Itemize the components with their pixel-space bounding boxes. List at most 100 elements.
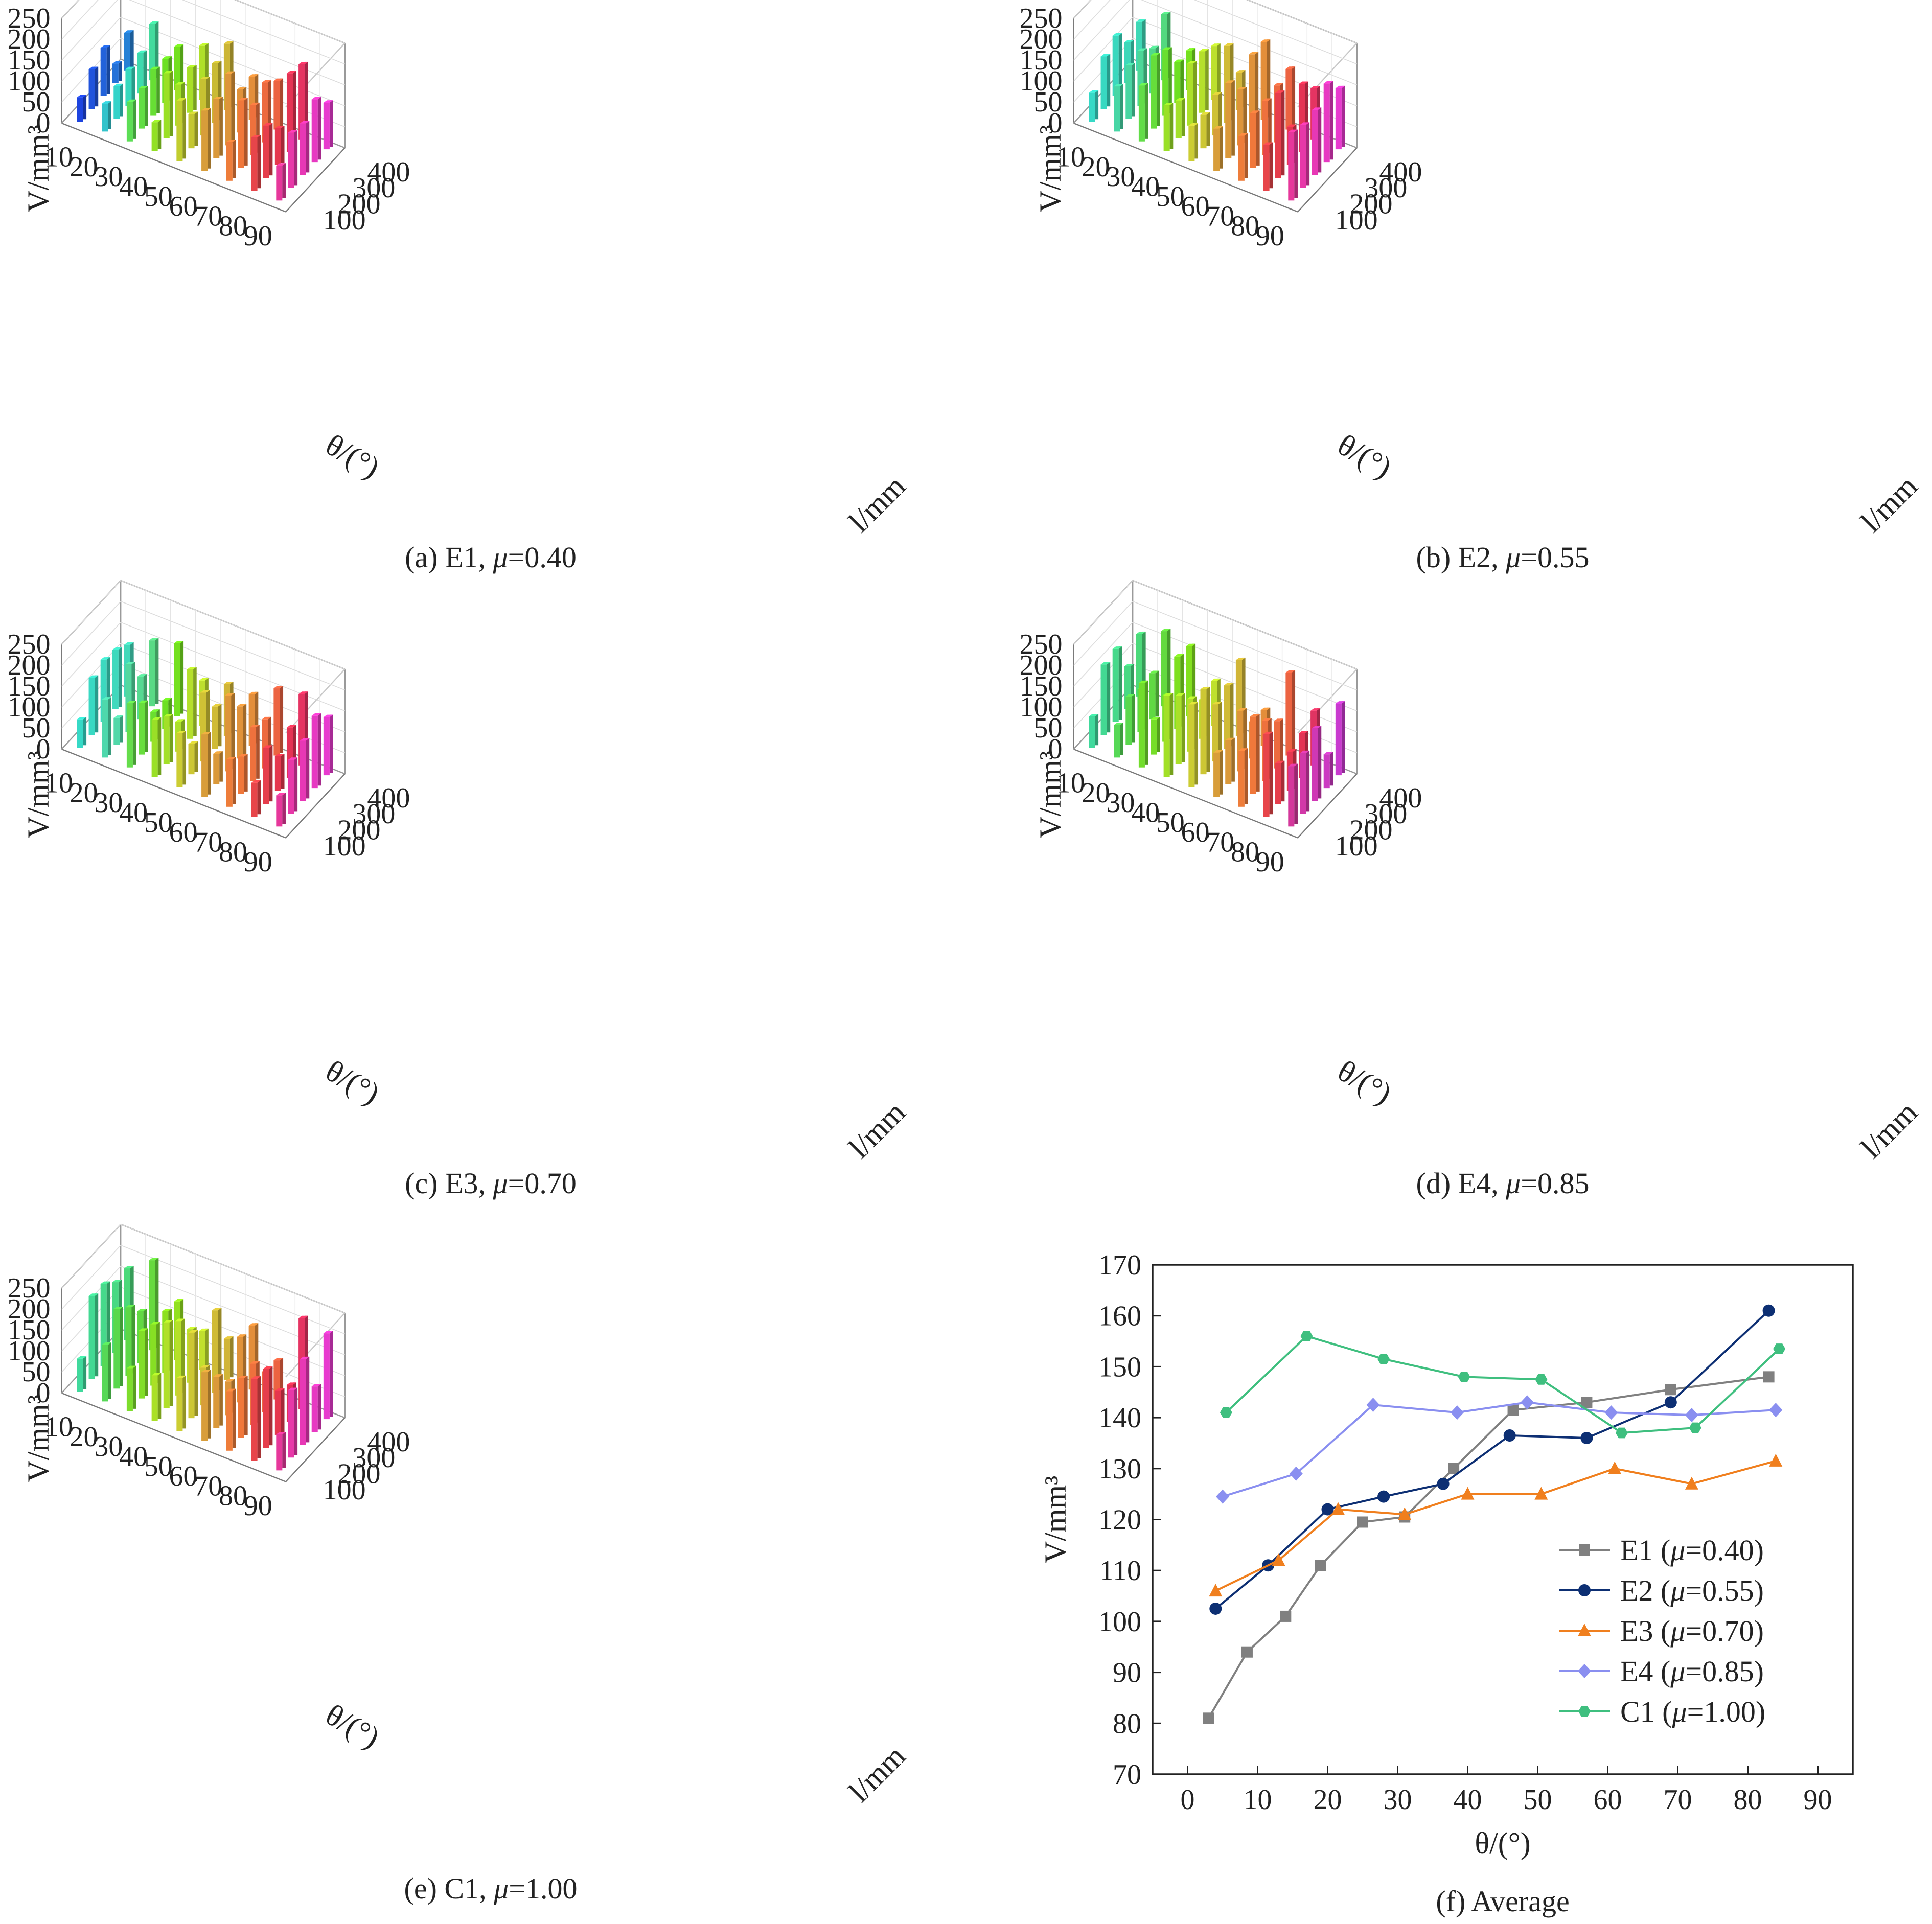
grid-line-left-wall bbox=[61, 1224, 121, 1289]
bar-top-face bbox=[237, 87, 247, 90]
bar-side-face bbox=[205, 1328, 209, 1367]
bar-side-face bbox=[1241, 657, 1246, 734]
bar-side-face bbox=[145, 700, 148, 752]
bar-3d bbox=[274, 754, 285, 791]
bar-top-face bbox=[1199, 49, 1209, 52]
legend-label: E2 (μ=0.55) bbox=[1620, 1574, 1764, 1607]
theta-tick-label: 50 bbox=[144, 1451, 173, 1482]
v-tick-label: 50 bbox=[22, 86, 51, 118]
bar-top-face bbox=[1312, 107, 1322, 110]
l-axis-label: l/mm bbox=[1854, 469, 1924, 539]
bar-front-face bbox=[1187, 63, 1193, 126]
bar-top-face bbox=[1100, 54, 1111, 57]
bar-3d bbox=[212, 704, 222, 749]
l-tick-label: 200 bbox=[1350, 189, 1393, 220]
grid-line-left-wall bbox=[61, 580, 121, 645]
bar-side-face bbox=[180, 44, 184, 88]
grid-line-back-wall bbox=[1132, 580, 1358, 670]
x-tick-label: 60 bbox=[1594, 1784, 1622, 1816]
theta-tick-label: 70 bbox=[1206, 200, 1234, 232]
v-tick-label: 100 bbox=[8, 691, 51, 723]
l-tick-label: 100 bbox=[323, 204, 366, 236]
bar-top-face bbox=[286, 71, 296, 74]
bar-front-face bbox=[139, 88, 145, 129]
bar-front-face bbox=[212, 1310, 218, 1393]
box-top-right-edge bbox=[285, 1312, 346, 1378]
bar-front-face bbox=[150, 1324, 157, 1386]
bar-top-face bbox=[1114, 723, 1123, 725]
bar-top-face bbox=[151, 1373, 162, 1376]
bar-front-face bbox=[273, 688, 280, 756]
bar-3d bbox=[311, 97, 321, 163]
bar-front-face bbox=[201, 734, 208, 797]
bar-top-face bbox=[1187, 61, 1197, 64]
theta-tick-label: 80 bbox=[219, 837, 247, 868]
grid-line-back-wall bbox=[1141, 0, 1358, 86]
bar-front-face bbox=[139, 1331, 145, 1399]
bar-top-face bbox=[276, 163, 286, 166]
bar-top-face bbox=[1224, 683, 1234, 686]
bar-side-face bbox=[83, 95, 87, 120]
bar-3d bbox=[1288, 763, 1298, 827]
bar-top-face bbox=[1138, 83, 1148, 86]
bar-side-face bbox=[268, 716, 271, 766]
theta-tick-label: 40 bbox=[1131, 171, 1160, 202]
bar-side-face bbox=[1144, 680, 1148, 765]
bar-side-face bbox=[244, 98, 248, 166]
bar-front-face bbox=[176, 100, 183, 161]
data-point bbox=[1209, 1584, 1223, 1597]
l-tick-label: 300 bbox=[1364, 798, 1407, 830]
bar-front-face bbox=[1238, 751, 1245, 807]
bar-3d bbox=[188, 111, 198, 149]
bar-side-face bbox=[1205, 49, 1209, 110]
bar-3d bbox=[1224, 683, 1234, 749]
bar-top-face bbox=[1211, 678, 1221, 681]
bar-top-face bbox=[1249, 52, 1259, 55]
theta-tick-label: 60 bbox=[169, 1461, 198, 1492]
bars bbox=[77, 638, 333, 827]
bar-front-face bbox=[1335, 704, 1342, 776]
l-tick-label: 100 bbox=[323, 1474, 366, 1506]
data-point bbox=[1769, 1453, 1783, 1467]
bar-side-face bbox=[294, 757, 298, 812]
bar-front-face bbox=[1274, 721, 1280, 769]
bar-side-face bbox=[194, 111, 198, 146]
bar-top-face bbox=[102, 101, 111, 104]
bar-side-face bbox=[280, 686, 284, 753]
bar-top-face bbox=[1262, 718, 1272, 721]
l-tick-label: 400 bbox=[1379, 156, 1422, 188]
bar-front-face bbox=[251, 137, 258, 191]
bar-top-face bbox=[150, 709, 160, 712]
bar-top-face bbox=[1162, 47, 1172, 50]
bar-top-face bbox=[1174, 59, 1184, 62]
box-top-right-edge bbox=[285, 668, 346, 734]
bar-3d bbox=[88, 675, 99, 735]
bar-3d bbox=[238, 98, 248, 168]
bar-3d bbox=[1263, 731, 1273, 817]
theta-tick-label: 20 bbox=[1082, 151, 1110, 183]
bar-3d bbox=[1285, 66, 1296, 130]
bar-side-face bbox=[155, 1258, 159, 1348]
bar-top-face bbox=[126, 1365, 136, 1369]
bar-side-face bbox=[1181, 98, 1185, 136]
theta-tick-label: 10 bbox=[44, 1411, 73, 1443]
bar-top-face bbox=[139, 1328, 148, 1331]
bar-top-face bbox=[1288, 129, 1298, 132]
bar-3d bbox=[1250, 110, 1260, 168]
bar-3d bbox=[150, 1322, 160, 1386]
bar-front-face bbox=[1100, 56, 1107, 109]
bar-3d bbox=[176, 1375, 187, 1431]
bar-front-face bbox=[263, 1369, 269, 1448]
bar-3d bbox=[226, 757, 236, 807]
data-point bbox=[1220, 1407, 1232, 1418]
bar-top-face bbox=[176, 1375, 187, 1378]
bar-front-face bbox=[1238, 135, 1245, 181]
bar-side-face bbox=[244, 754, 248, 792]
bar-front-face bbox=[1174, 62, 1181, 103]
bar-3d bbox=[125, 66, 135, 106]
bar-side-face bbox=[194, 1330, 198, 1416]
bar-top-face bbox=[1274, 83, 1283, 86]
bar-3d bbox=[1275, 90, 1285, 178]
bar-3d bbox=[1213, 750, 1223, 797]
